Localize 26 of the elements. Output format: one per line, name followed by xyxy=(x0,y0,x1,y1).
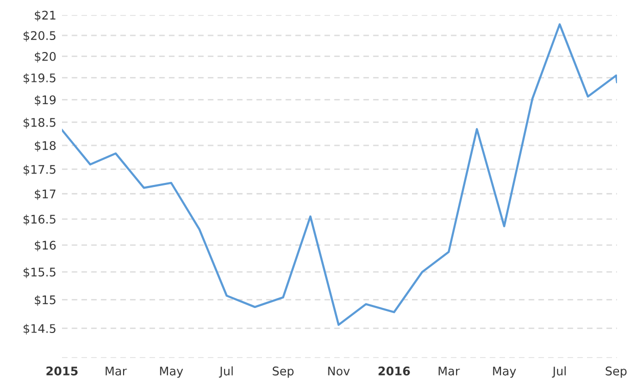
y-tick-label: $20 xyxy=(34,52,56,62)
y-tick-label: $19 xyxy=(34,95,56,106)
x-tick-label: May xyxy=(160,366,184,378)
y-tick-label: $19.5 xyxy=(24,73,56,84)
x-tick-label: Jul xyxy=(552,366,566,378)
y-tick-label: $18.5 xyxy=(24,118,56,128)
x-tick-label: Nov xyxy=(328,366,350,376)
x-tick-label: Sep xyxy=(272,366,294,378)
y-tick-label: $17 xyxy=(34,189,56,200)
y-tick-label: $16 xyxy=(34,240,56,252)
y-tick-label: $15 xyxy=(34,295,56,306)
x-tick-label: May xyxy=(493,366,516,378)
y-tick-label: $21 xyxy=(34,10,56,22)
x-tick-label: 2015 xyxy=(46,366,78,376)
y-tick-label: $20.5 xyxy=(24,30,56,42)
x-tick-label: Jul xyxy=(218,366,233,378)
x-tick-label: 2016 xyxy=(378,366,410,376)
y-tick-label: $15.5 xyxy=(24,267,56,278)
y-tick-label: $18 xyxy=(34,140,56,152)
y-tick-label: $16.5 xyxy=(24,214,56,226)
x-tick-label: Mar xyxy=(438,366,460,376)
x-tick-label: Sep xyxy=(606,366,627,378)
line-series xyxy=(62,23,617,326)
y-tick-label: $17.5 xyxy=(24,164,56,176)
x-tick-label: Mar xyxy=(106,366,127,376)
y-tick-label: $14.5 xyxy=(24,324,56,335)
